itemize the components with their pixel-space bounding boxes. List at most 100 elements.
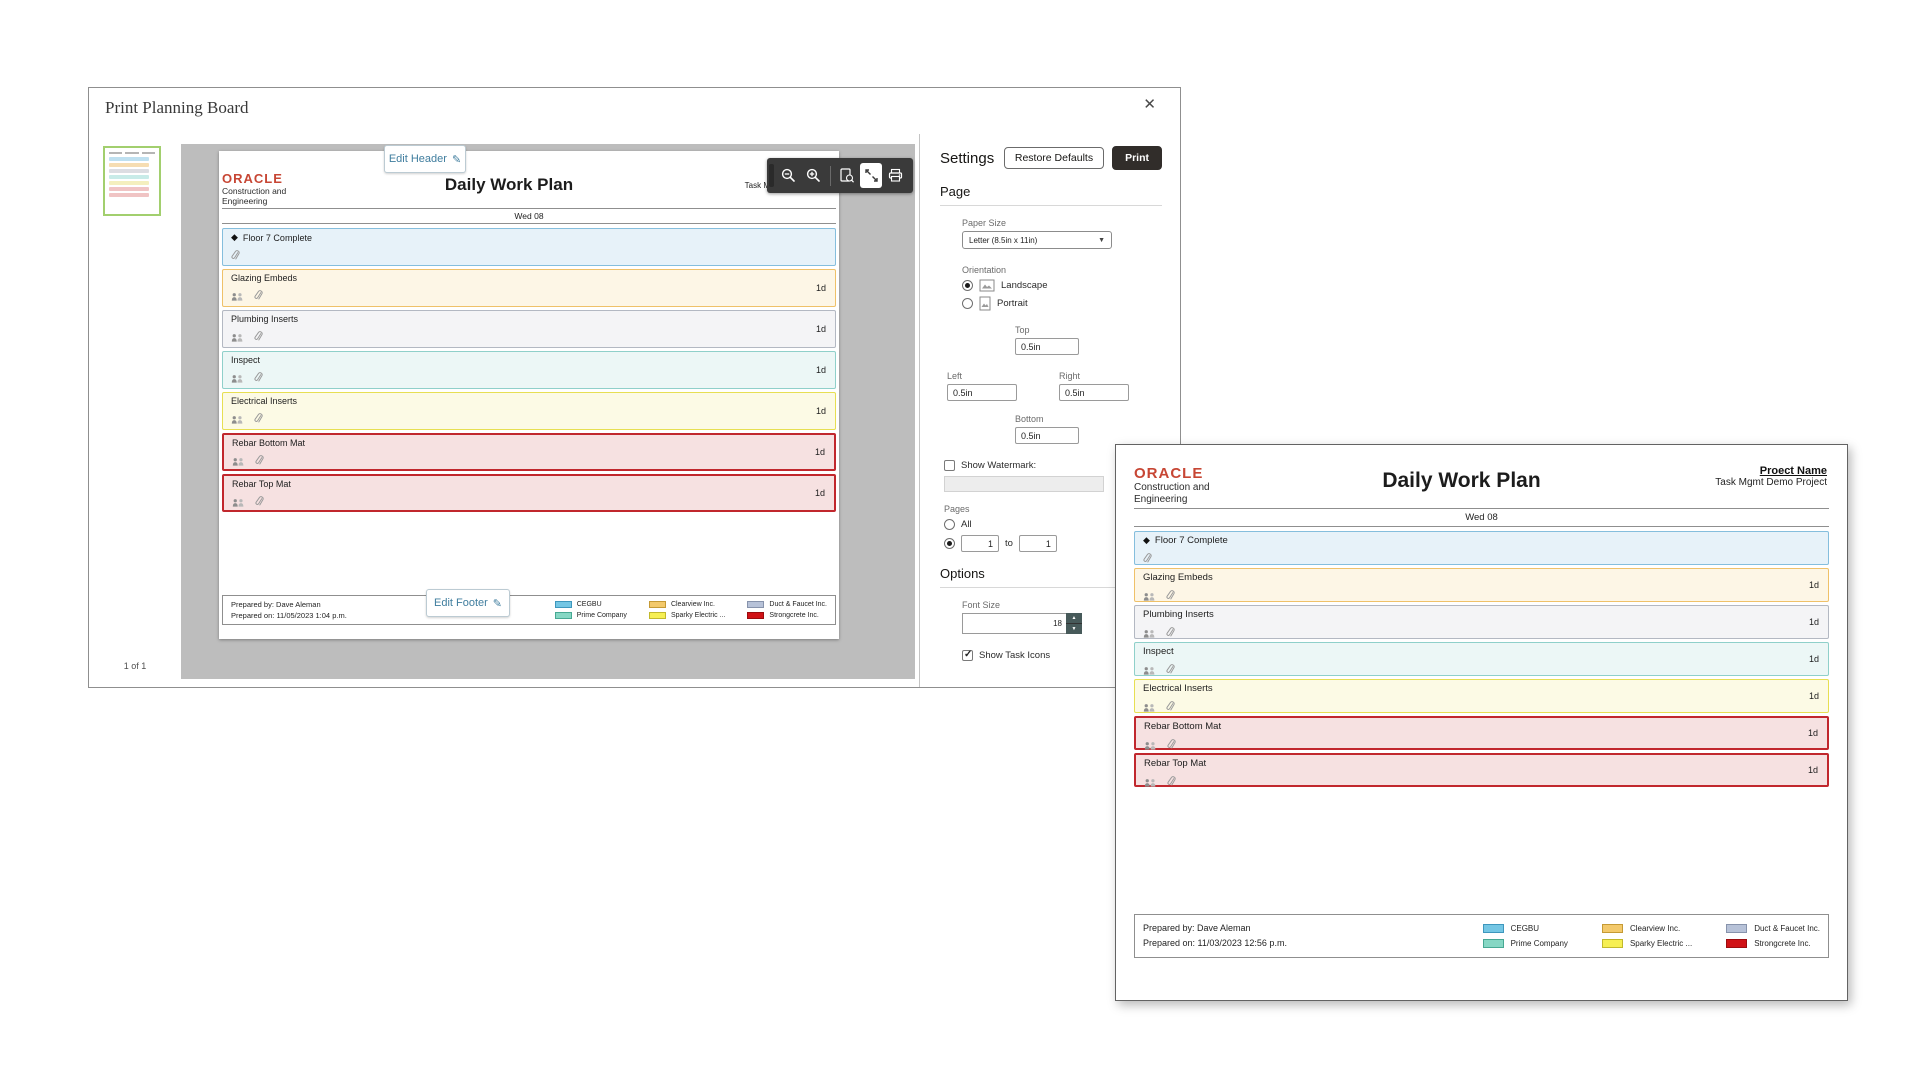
crew-icon <box>232 453 245 471</box>
pages-to-label: to <box>1005 538 1013 549</box>
legend-item: CEGBU <box>554 601 627 608</box>
task-name: Floor 7 Complete <box>242 232 312 243</box>
paper-size-label: Paper Size <box>962 218 1007 228</box>
portrait-radio[interactable] <box>962 298 973 309</box>
task-row: Inspect 1d <box>222 351 836 389</box>
margin-right-input[interactable]: 0.5in <box>1059 384 1129 401</box>
page-indicator: 1 of 1 <box>123 661 147 671</box>
legend-swatch <box>554 612 572 619</box>
portrait-icon <box>979 296 991 311</box>
brand-block: ORACLE Construction and Engineering <box>1134 465 1264 506</box>
crew-icon <box>1143 625 1156 643</box>
task-name: Inspect <box>231 355 261 365</box>
fit-width-icon[interactable] <box>859 163 883 188</box>
task-name: Inspect <box>1143 646 1174 657</box>
task-icons <box>1144 774 1819 792</box>
show-task-icons-option[interactable]: Show Task Icons <box>962 649 1162 661</box>
prepared-block: Prepared by: Dave Aleman Prepared on: 11… <box>1143 921 1483 951</box>
restore-defaults-button[interactable]: Restore Defaults <box>1003 147 1105 169</box>
prepared-block: Prepared by: Dave Aleman Prepared on: 11… <box>231 599 555 621</box>
legend-item: Prime Company <box>1482 939 1568 948</box>
show-watermark-checkbox[interactable] <box>944 460 955 471</box>
pages-range-option[interactable]: 1 to 1 <box>944 535 1162 552</box>
paperclip-icon <box>254 411 263 429</box>
edit-footer-button[interactable]: Edit Footer ✎ <box>426 589 510 617</box>
page-thumbnail[interactable] <box>103 146 161 216</box>
edit-header-button[interactable]: Edit Header ✎ <box>384 145 466 173</box>
paperclip-icon <box>231 248 240 266</box>
margin-top-input[interactable]: 0.5in <box>1015 338 1079 355</box>
paperclip-icon <box>1166 662 1175 680</box>
pages-range-radio[interactable] <box>944 538 955 549</box>
task-row: Glazing Embeds 1d <box>222 269 836 307</box>
task-name: Floor 7 Complete <box>1154 535 1228 546</box>
fit-height-icon[interactable] <box>835 163 858 188</box>
settings-title: Settings <box>940 149 995 167</box>
task-icons <box>231 411 827 429</box>
spinner-down-icon[interactable]: ▼ <box>1066 624 1082 634</box>
legend-label: Clearview Inc. <box>1629 924 1681 933</box>
legend-swatch <box>1601 939 1623 948</box>
document-title: Daily Work Plan <box>444 175 574 194</box>
task-row: Glazing Embeds 1d <box>1134 568 1829 602</box>
document-header: ORACLE Construction and Engineering Dail… <box>222 171 836 206</box>
toolbar-grip[interactable] <box>769 164 774 187</box>
task-list: ◆ Floor 7 Complete Glazing Embeds 1d Plumbin… <box>1134 531 1829 787</box>
legend-swatch <box>554 601 572 608</box>
watermark-text-input[interactable] <box>944 476 1104 492</box>
task-duration: 1d <box>1807 765 1818 775</box>
legend-swatch <box>1482 939 1504 948</box>
paper-size-select[interactable]: Letter (8.5in x 11in) ▼ <box>962 231 1112 249</box>
landscape-radio[interactable] <box>962 280 973 291</box>
paperclip-icon <box>1167 774 1176 792</box>
task-name: Rebar Bottom Mat <box>232 438 306 448</box>
legend-item: Clearview Inc. <box>1601 924 1692 933</box>
oracle-logo: ORACLE <box>1134 465 1204 482</box>
zoom-in-icon[interactable] <box>802 163 825 188</box>
landscape-option[interactable]: Landscape <box>962 279 1162 292</box>
show-watermark-option[interactable]: Show Watermark: <box>944 460 1162 471</box>
task-name: Rebar Bottom Mat <box>1144 721 1222 732</box>
task-row: ◆ Floor 7 Complete <box>222 228 836 266</box>
pages-all-radio[interactable] <box>944 519 955 530</box>
portrait-label: Portrait <box>997 298 1028 309</box>
document-preview: ORACLE Construction and Engineering Dail… <box>222 171 836 625</box>
printer-icon[interactable] <box>884 163 907 188</box>
show-task-icons-label: Show Task Icons <box>979 650 1051 661</box>
task-name: Electrical Inserts <box>1143 683 1213 694</box>
paperclip-icon <box>255 494 264 512</box>
task-icons <box>1144 737 1819 755</box>
crew-icon <box>231 288 244 306</box>
project-name: Task Mgmt Demo Project <box>1715 477 1827 488</box>
margin-bottom-input[interactable]: 0.5in <box>1015 427 1079 444</box>
task-icons <box>1143 551 1820 569</box>
pages-all-option[interactable]: All <box>944 519 1162 530</box>
font-size-input[interactable]: 18 <box>962 613 1066 634</box>
legend-item: Duct & Faucet Inc. <box>1726 924 1820 933</box>
daily-work-plan-window: ORACLE Construction and Engineering Dail… <box>1115 444 1848 1001</box>
portrait-option[interactable]: Portrait <box>962 296 1162 311</box>
print-button[interactable]: Print <box>1112 146 1162 170</box>
close-icon[interactable]: ✕ <box>1143 96 1156 113</box>
show-task-icons-checkbox[interactable] <box>962 649 973 661</box>
spinner-up-icon[interactable]: ▲ <box>1066 613 1082 623</box>
crew-icon <box>1143 588 1156 606</box>
task-duration: 1d <box>815 283 826 293</box>
page-to-input[interactable]: 1 <box>1018 535 1057 552</box>
page-from-input[interactable]: 1 <box>961 535 999 552</box>
task-icons <box>1143 662 1820 680</box>
date-band: Wed 08 <box>1134 508 1829 527</box>
margin-left-input[interactable]: 0.5in <box>947 384 1017 401</box>
task-list: ◆ Floor 7 Complete Glazing Embeds 1d Plumbin… <box>222 228 836 512</box>
chevron-down-icon: ▼ <box>1098 236 1105 244</box>
task-icons <box>232 453 826 471</box>
task-row: Rebar Top Mat 1d <box>1134 753 1829 787</box>
legend-label: Prime Company <box>1510 939 1568 948</box>
legend-label: Strongcrete Inc. <box>1754 939 1811 948</box>
task-row: Rebar Bottom Mat 1d <box>222 433 836 471</box>
legend-swatch <box>648 612 666 619</box>
zoom-out-icon[interactable] <box>778 163 801 188</box>
brand-sub1: Construction and <box>1134 482 1210 493</box>
legend-swatch <box>1482 924 1504 933</box>
task-icons <box>231 329 827 347</box>
